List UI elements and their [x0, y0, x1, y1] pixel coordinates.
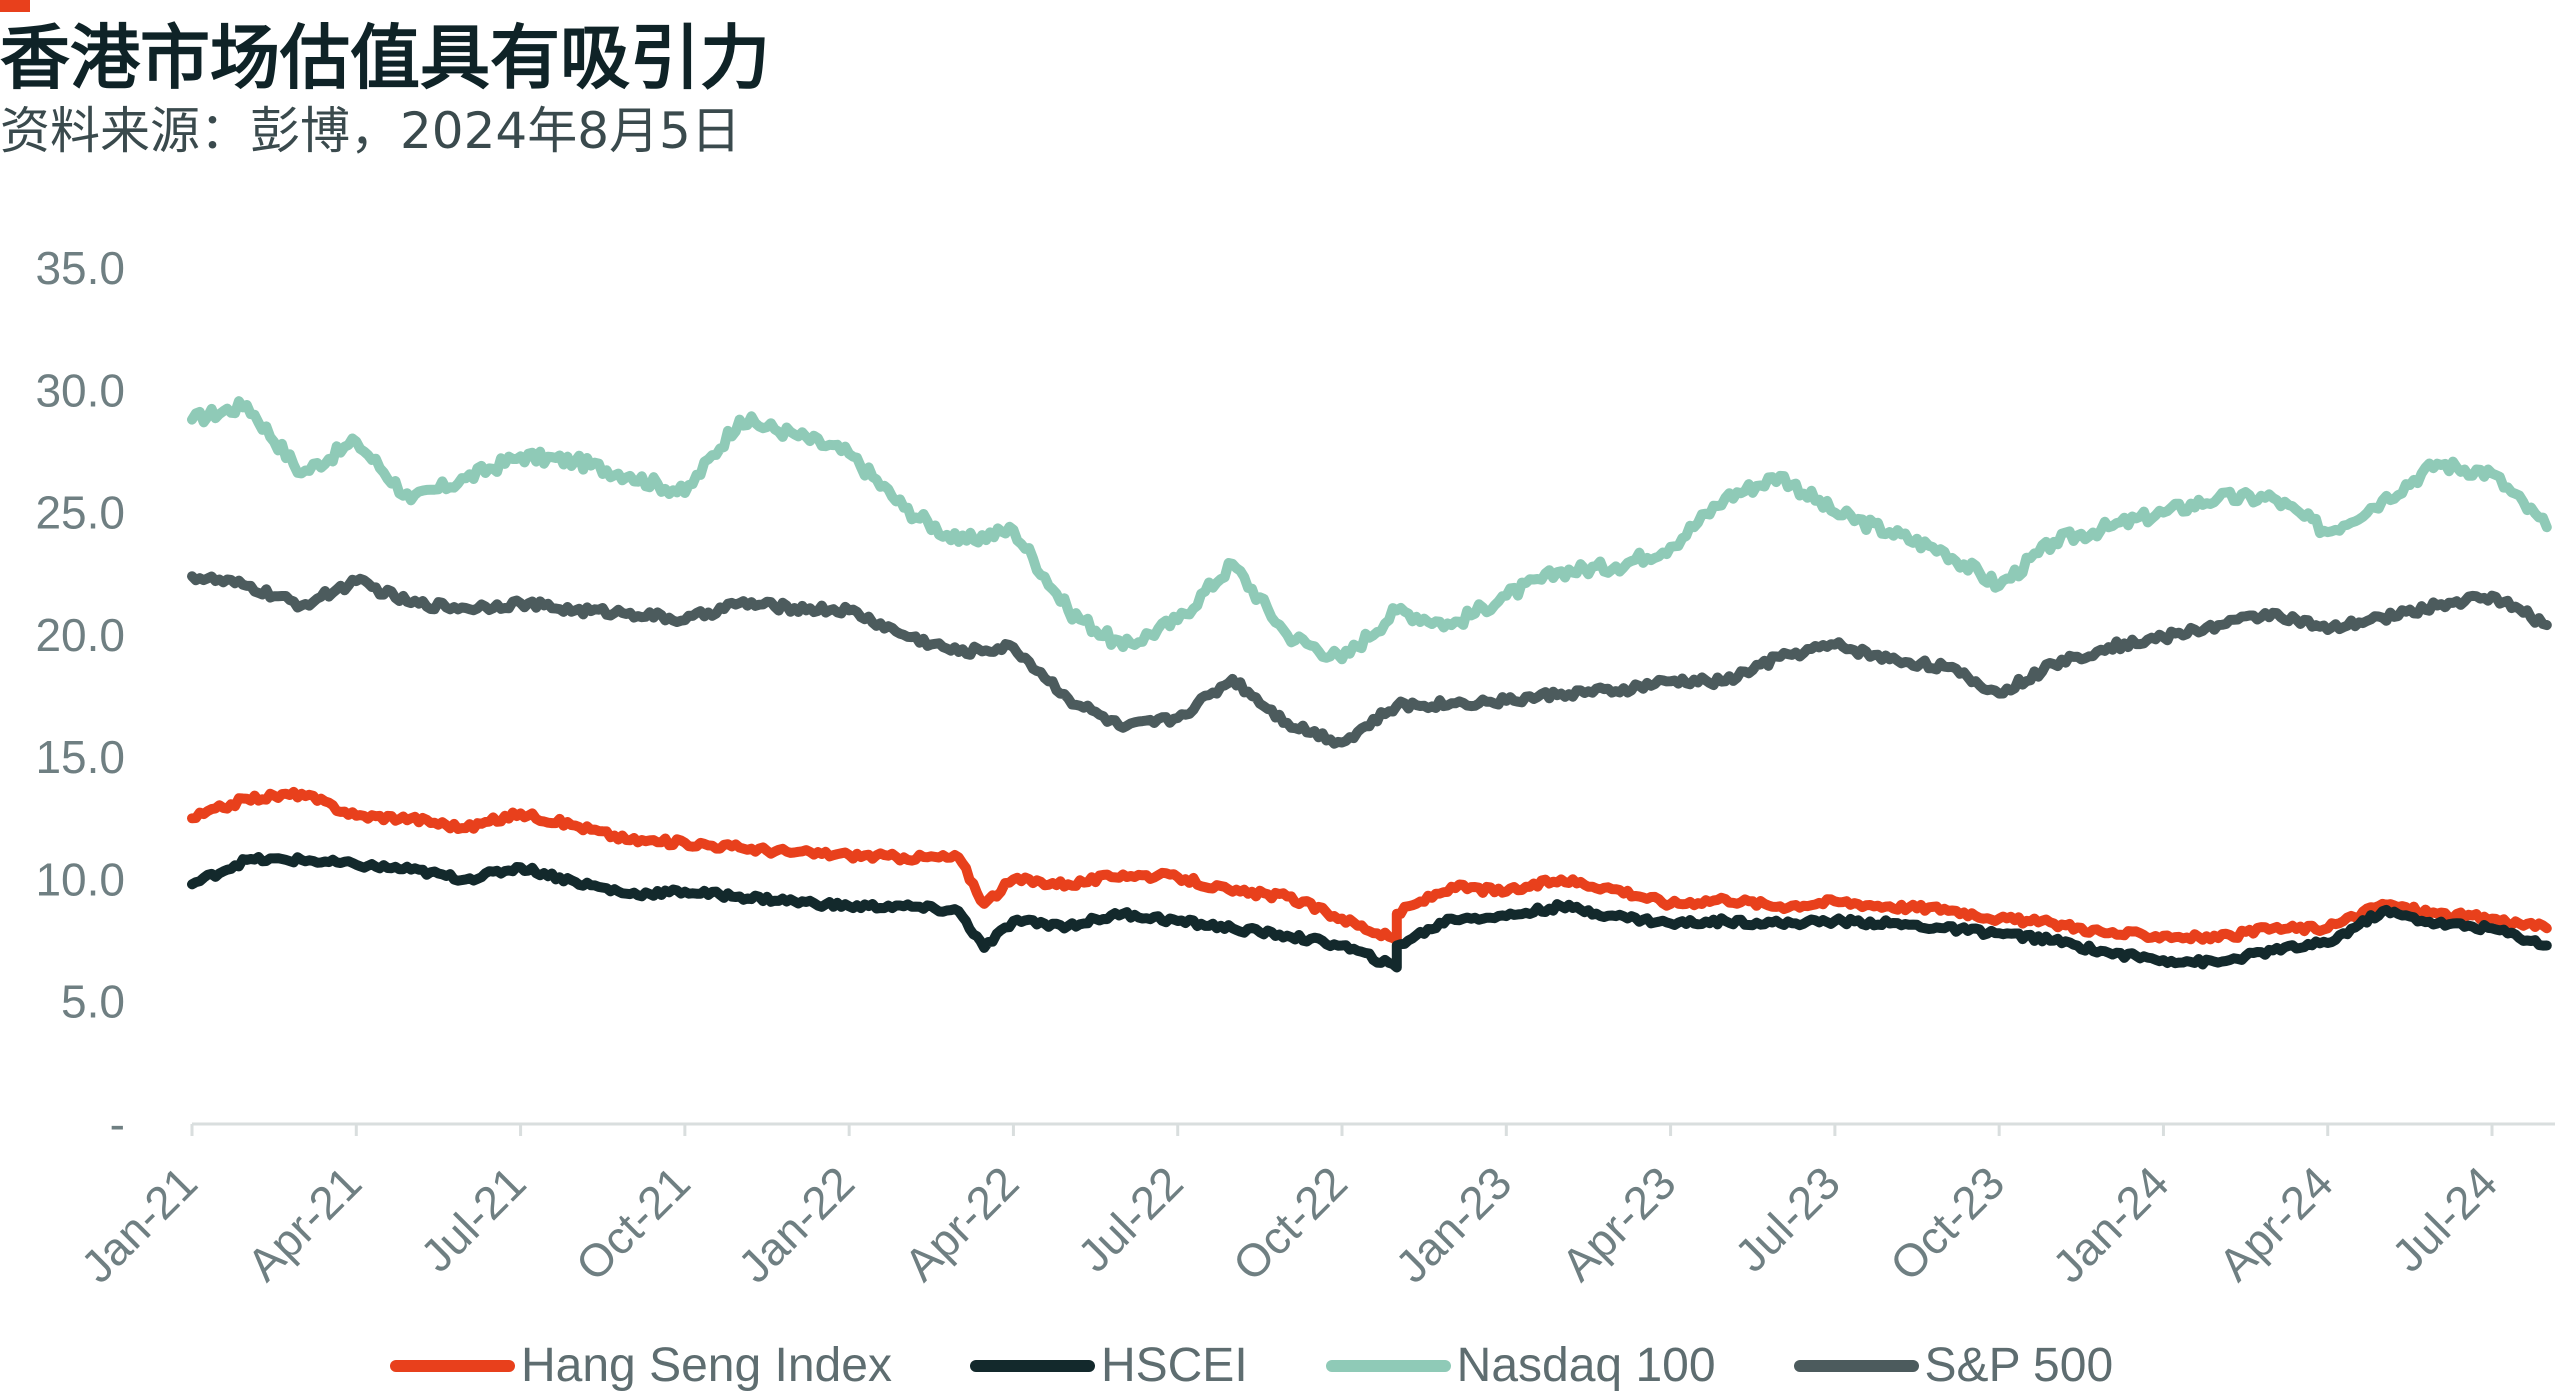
y-tick-label: 15.0	[35, 731, 125, 783]
x-tick-label: Jul-22	[1067, 1156, 1192, 1281]
legend-swatch	[1325, 1359, 1451, 1372]
x-tick-label: Oct-23	[1880, 1156, 2014, 1290]
legend-item: Nasdaq 100	[1325, 1338, 1716, 1393]
legend-label: HSCEI	[1100, 1339, 1248, 1392]
x-tick-label: Apr-24	[2208, 1156, 2342, 1290]
x-tick-label: Jan-24	[2042, 1156, 2178, 1292]
legend-swatch	[969, 1359, 1095, 1372]
x-tick-label: Apr-22	[894, 1156, 1028, 1290]
x-tick-label: Jul-24	[2382, 1156, 2507, 1281]
x-tick-label: Jan-23	[1385, 1156, 1521, 1292]
x-tick-label: Jul-23	[1725, 1156, 1850, 1281]
series-line-sp500	[187, 571, 2552, 749]
y-tick-label: 10.0	[35, 853, 125, 905]
y-tick-label: 25.0	[35, 487, 125, 539]
x-tick-label: Apr-21	[237, 1156, 371, 1290]
series-line-hscei	[187, 852, 2552, 973]
legend-label: Nasdaq 100	[1456, 1339, 1716, 1392]
legend-item: S&P 500	[1793, 1338, 2114, 1393]
x-tick-label: Jan-22	[728, 1156, 864, 1292]
y-tick-label: 35.0	[35, 242, 125, 294]
y-tick-label: 20.0	[35, 609, 125, 661]
x-tick-label: Oct-21	[566, 1156, 700, 1290]
x-tick-label: Jan-21	[71, 1156, 207, 1292]
x-tick-label: Oct-22	[1223, 1156, 1357, 1290]
chart-legend: Hang Seng Index HSCEI Nasdaq 100 S&P 500	[390, 1338, 2191, 1393]
legend-label: Hang Seng Index	[521, 1339, 892, 1392]
series-line-nasdaq	[187, 396, 2552, 665]
chart-title: 香港市场估值具有吸引力	[0, 17, 770, 99]
x-tick-label: Apr-23	[1551, 1156, 1685, 1290]
accent-bar	[0, 0, 30, 12]
y-tick-label: -	[110, 1098, 125, 1150]
legend-swatch	[1793, 1359, 1919, 1372]
legend-item: Hang Seng Index	[390, 1338, 892, 1393]
series-line-hang-seng	[187, 786, 2552, 946]
y-tick-label: 30.0	[35, 364, 125, 416]
x-tick-label: Jul-21	[410, 1156, 535, 1281]
legend-label: S&P 500	[1924, 1339, 2114, 1392]
legend-item: HSCEI	[969, 1338, 1248, 1393]
y-tick-label: 5.0	[61, 976, 125, 1028]
chart-subtitle: 资料来源：彭博，2024年8月5日	[0, 102, 741, 160]
legend-swatch	[390, 1359, 515, 1372]
